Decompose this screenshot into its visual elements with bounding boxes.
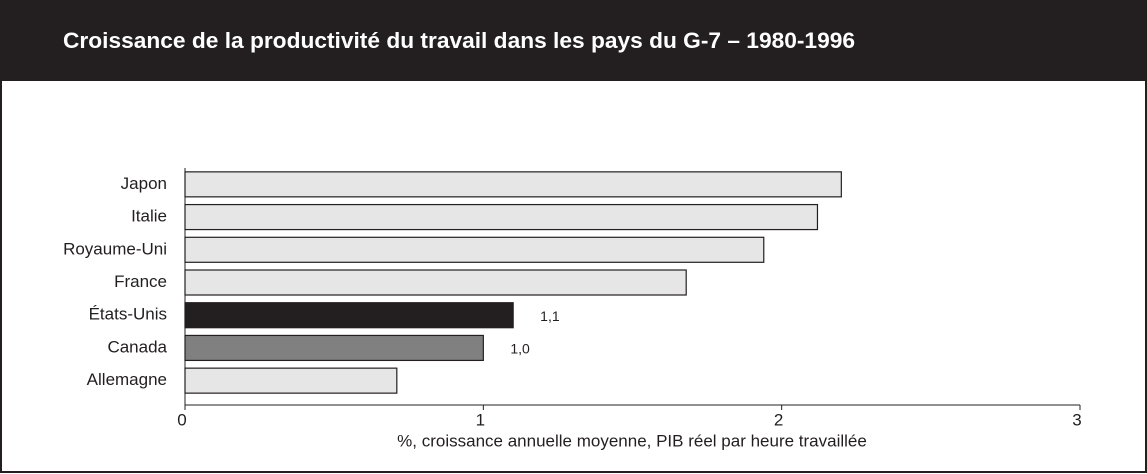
bar	[184, 269, 687, 296]
frame	[0, 79, 1147, 473]
value-label: 1,0	[510, 341, 530, 357]
y-tick-label: Royaume-Uni	[63, 239, 167, 258]
x-tick-label: 1	[476, 410, 485, 429]
x-tick-label: 2	[774, 410, 783, 429]
y-tick-label: États-Unis	[89, 305, 167, 324]
y-tick-label: Italie	[131, 207, 167, 226]
value-label: 1,1	[540, 308, 560, 324]
x-tick-label: 3	[1072, 410, 1081, 429]
x-tick-label: 0	[177, 410, 186, 429]
y-tick-label: France	[114, 272, 167, 291]
y-tick-label: Japon	[121, 174, 167, 193]
bar	[184, 334, 484, 362]
chart-title: Croissance de la productivité du travail…	[63, 28, 855, 53]
bar	[184, 236, 765, 263]
bar	[184, 302, 514, 329]
y-tick-label: Canada	[107, 337, 167, 356]
x-axis-label: %, croissance annuelle moyenne, PIB réel…	[397, 431, 867, 450]
y-tick-label: Allemagne	[87, 370, 167, 389]
header-band	[0, 0, 1147, 80]
bar	[184, 203, 819, 231]
bar	[184, 171, 842, 198]
bar	[184, 367, 398, 394]
